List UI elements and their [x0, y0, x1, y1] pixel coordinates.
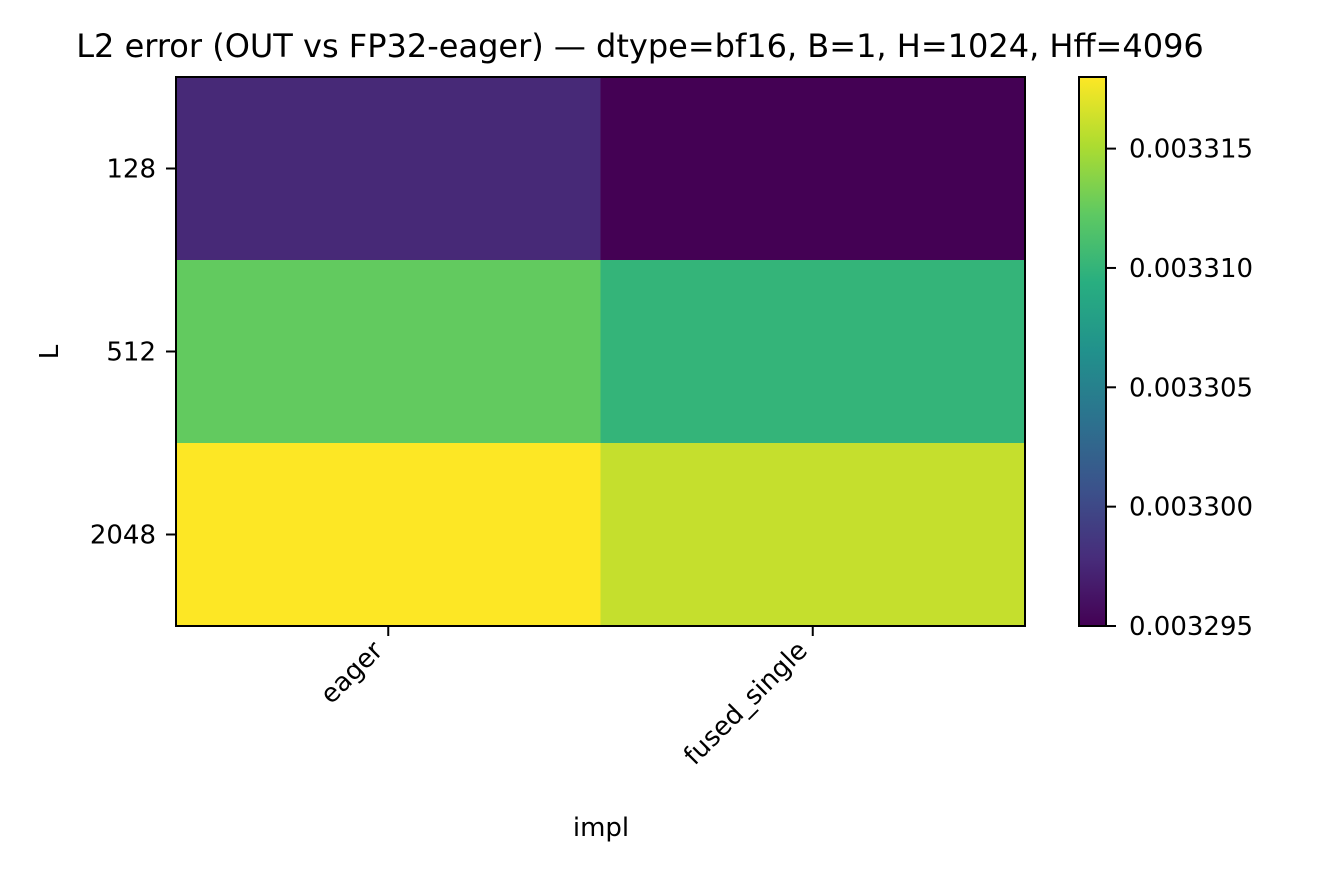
- heatmap-cell: [176, 443, 601, 627]
- heatmap-cell: [600, 260, 1026, 444]
- colorbar-tick-label: 0.003300: [1129, 493, 1253, 523]
- heatmap-cell: [600, 443, 1026, 627]
- colorbar-tick-label: 0.003295: [1129, 612, 1253, 642]
- x-axis-label: impl: [573, 813, 629, 843]
- x-tick-label: eager: [315, 636, 390, 711]
- colorbar-tick-label: 0.003315: [1129, 135, 1253, 165]
- y-tick-label: 512: [106, 338, 156, 368]
- heatmap-cells: [176, 77, 1026, 627]
- colorbar-tick-label: 0.003305: [1129, 373, 1253, 403]
- colorbar-axis: 0.003295 0.003300 0.003305 0.003310 0.003315: [1106, 135, 1253, 642]
- colorbar-frame: [1078, 76, 1107, 627]
- chart-title: L2 error (OUT vs FP32-eager) — dtype=bf1…: [76, 27, 1204, 65]
- heatmap-cell: [176, 77, 601, 261]
- heatmap-cell: [600, 77, 1026, 261]
- colorbar-gradient: [1079, 77, 1106, 626]
- heatmap-cell: [176, 260, 601, 444]
- y-tick-label: 2048: [90, 521, 156, 551]
- x-tick-label: fused_single: [678, 636, 814, 772]
- colorbar-tick-label: 0.003310: [1129, 254, 1253, 284]
- y-axis-label: L: [35, 344, 65, 359]
- y-axis: 128 512 2048: [90, 155, 176, 551]
- x-axis: eager fused_single: [315, 626, 814, 771]
- y-tick-label: 128: [106, 155, 156, 185]
